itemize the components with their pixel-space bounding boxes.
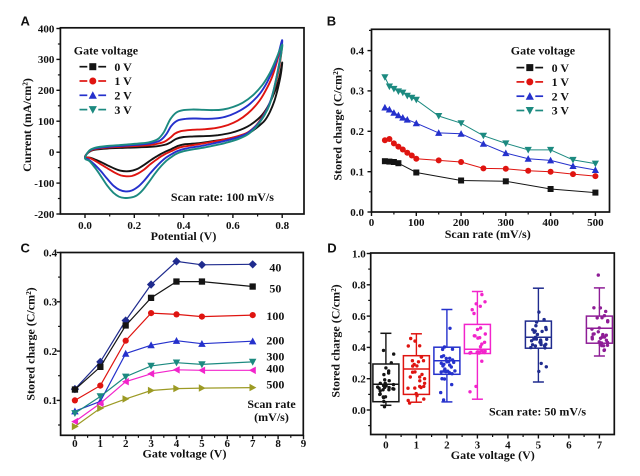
svg-text:40: 40: [269, 260, 281, 274]
svg-text:0: 0: [383, 439, 389, 451]
svg-text:8: 8: [275, 438, 281, 450]
svg-text:0.6: 0.6: [352, 311, 366, 323]
svg-text:50: 50: [269, 282, 281, 296]
svg-text:1: 1: [98, 438, 104, 450]
svg-text:0.2: 0.2: [352, 374, 366, 386]
svg-text:300: 300: [498, 217, 515, 229]
svg-text:400: 400: [542, 217, 559, 229]
svg-text:200: 200: [38, 85, 55, 97]
svg-text:0.0: 0.0: [78, 220, 92, 232]
svg-text:B: B: [327, 14, 336, 29]
svg-text:Scan rate: 50 mV/s: Scan rate: 50 mV/s: [489, 404, 586, 418]
svg-text:100: 100: [408, 217, 425, 229]
svg-text:Current (mA/cm²): Current (mA/cm²): [20, 78, 34, 172]
svg-text:0: 0: [369, 217, 375, 229]
svg-text:0.1: 0.1: [43, 395, 57, 407]
svg-text:0.4: 0.4: [352, 342, 366, 354]
svg-text:4: 4: [505, 439, 511, 451]
svg-text:0.0: 0.0: [352, 405, 366, 417]
svg-text:6: 6: [566, 439, 572, 451]
svg-text:2: 2: [123, 438, 129, 450]
svg-text:Stored charge (C/cm²): Stored charge (C/cm²): [23, 287, 37, 400]
svg-text:0.2: 0.2: [43, 346, 57, 358]
svg-text:2 V: 2 V: [114, 89, 132, 103]
svg-text:Gate voltage (V): Gate voltage (V): [143, 447, 227, 461]
svg-text:100: 100: [38, 116, 55, 128]
svg-text:Scan rate: Scan rate: [247, 397, 296, 411]
svg-text:Stored charge (C/cm²): Stored charge (C/cm²): [329, 284, 343, 397]
svg-text:Scan rate: 100 mV/s: Scan rate: 100 mV/s: [171, 190, 274, 204]
svg-text:Gate voltage: Gate voltage: [74, 44, 139, 58]
svg-text:500: 500: [266, 378, 284, 392]
svg-text:0.6: 0.6: [226, 220, 240, 232]
svg-text:0.8: 0.8: [275, 220, 289, 232]
svg-text:Scan rate (mV/s): Scan rate (mV/s): [445, 227, 531, 241]
svg-text:6: 6: [225, 438, 231, 450]
svg-text:0: 0: [72, 438, 78, 450]
svg-text:0.4: 0.4: [177, 220, 191, 232]
svg-text:0.2: 0.2: [127, 220, 141, 232]
svg-text:7: 7: [597, 439, 603, 451]
svg-text:2 V: 2 V: [552, 89, 570, 103]
svg-text:0.3: 0.3: [350, 86, 364, 98]
svg-text:Potential (V): Potential (V): [151, 229, 217, 243]
svg-text:(mV/s): (mV/s): [254, 410, 289, 424]
svg-text:200: 200: [453, 217, 470, 229]
svg-text:0.4: 0.4: [350, 45, 364, 57]
svg-text:9: 9: [301, 438, 307, 450]
svg-text:A: A: [21, 14, 31, 29]
svg-text:3: 3: [475, 439, 481, 451]
svg-text:300: 300: [266, 349, 284, 363]
svg-text:7: 7: [250, 438, 256, 450]
svg-text:0.8: 0.8: [352, 280, 366, 292]
svg-text:Stored charge (C/cm²): Stored charge (C/cm²): [331, 67, 345, 180]
svg-text:300: 300: [38, 54, 55, 66]
svg-text:5: 5: [536, 439, 542, 451]
svg-text:1: 1: [414, 439, 420, 451]
svg-text:C: C: [21, 241, 31, 256]
svg-text:0.1: 0.1: [350, 167, 364, 179]
svg-text:200: 200: [266, 333, 284, 347]
svg-text:1.0: 1.0: [352, 248, 366, 260]
svg-text:100: 100: [266, 309, 284, 323]
svg-text:-100: -100: [34, 178, 55, 190]
svg-text:0 V: 0 V: [114, 60, 132, 74]
svg-text:0.3: 0.3: [43, 297, 57, 309]
svg-text:400: 400: [38, 23, 55, 35]
svg-text:0.2: 0.2: [350, 126, 364, 138]
svg-text:-200: -200: [34, 209, 55, 221]
svg-text:2: 2: [444, 439, 450, 451]
svg-text:D: D: [327, 241, 336, 256]
svg-text:400: 400: [266, 362, 284, 376]
svg-text:3 V: 3 V: [114, 103, 132, 117]
svg-text:0.4: 0.4: [43, 247, 57, 259]
svg-text:0 V: 0 V: [552, 61, 570, 75]
svg-text:5: 5: [199, 438, 205, 450]
svg-text:1 V: 1 V: [114, 74, 132, 88]
svg-text:0.0: 0.0: [350, 207, 364, 219]
svg-text:Gate voltage: Gate voltage: [511, 44, 576, 58]
svg-text:Gate voltage (V): Gate voltage (V): [451, 448, 535, 462]
svg-text:0: 0: [49, 147, 55, 159]
svg-text:3 V: 3 V: [552, 104, 570, 118]
svg-text:500: 500: [587, 217, 604, 229]
svg-text:4: 4: [174, 438, 180, 450]
svg-text:3: 3: [148, 438, 154, 450]
svg-text:1 V: 1 V: [552, 75, 570, 89]
